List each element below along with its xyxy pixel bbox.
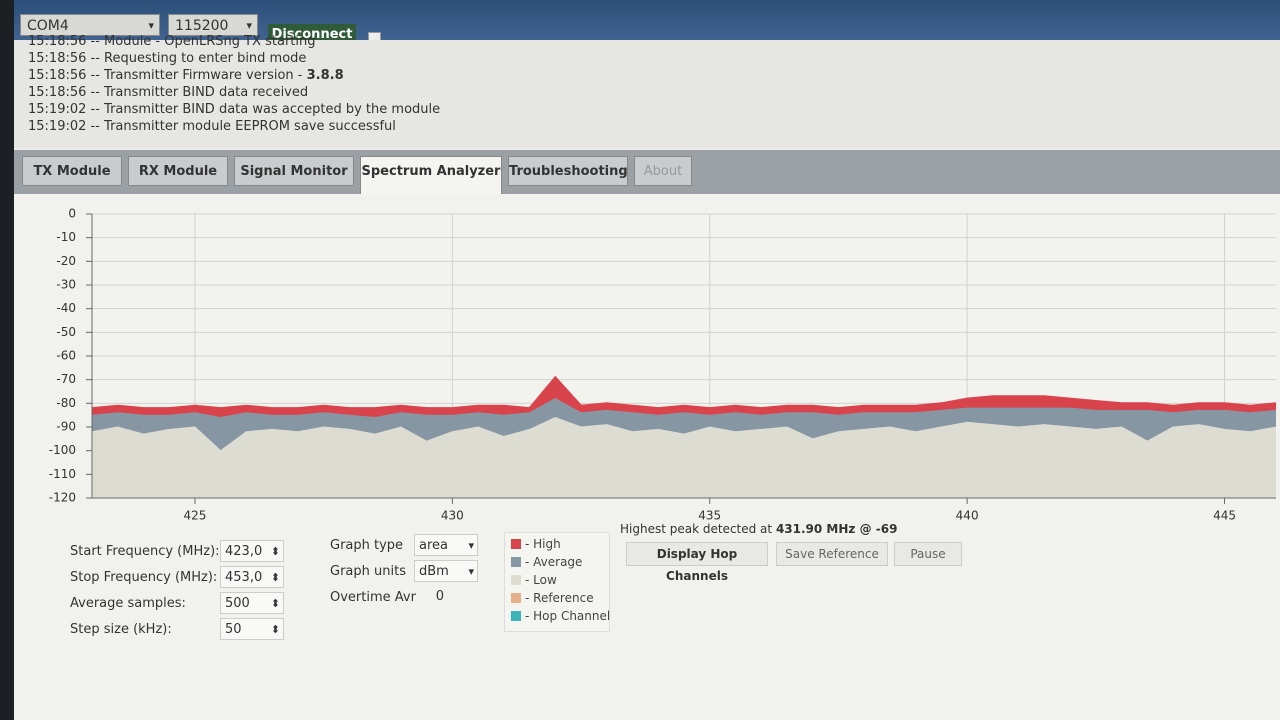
legend-swatch (511, 557, 521, 567)
action-button[interactable]: Pause (894, 542, 962, 566)
log-text: 15:19:02 -- Transmitter module EEPROM sa… (28, 119, 396, 134)
log-line: 15:18:56 -- Transmitter BIND data receiv… (28, 85, 308, 100)
legend-entry: - Hop Channel (511, 609, 610, 623)
x-tick-label: 440 (956, 509, 979, 521)
log-text: 15:18:56 -- Requesting to enter bind mod… (28, 51, 307, 66)
y-tick-label: -50 (56, 325, 76, 339)
y-tick-label: -90 (56, 420, 76, 434)
action-button[interactable]: Save Reference (776, 542, 888, 566)
spectrum-panel: 0 -10 -20 -30 -40 -50 -60 -70 -80 -90 -100 -110 -120… (14, 194, 1280, 720)
y-tick-label: -40 (56, 301, 76, 315)
option-label: Graph type (330, 538, 404, 553)
area-line (91, 375, 1277, 410)
tab[interactable]: Signal Monitor (234, 156, 354, 186)
tab-bar: TX Module RX Module Signal Monitor Spectrum… (14, 150, 1280, 194)
legend-label: - Low (525, 573, 557, 587)
tab[interactable]: Troubleshooting (508, 156, 628, 186)
legend-label: - High (525, 537, 561, 551)
log-bold: 3.8.8 (306, 68, 344, 83)
log-line: 15:18:56 -- Transmitter Firmware version… (28, 68, 344, 83)
log-line: 15:19:02 -- Transmitter module EEPROM sa… (28, 119, 396, 134)
tab[interactable]: Spectrum Analyzer (360, 156, 502, 194)
log-line: 15:18:56 -- Requesting to enter bind mod… (28, 51, 306, 66)
x-tick-label: 430 (441, 509, 464, 521)
log-text: 15:18:56 -- Transmitter Firmware version… (28, 68, 307, 83)
baud-select[interactable]: 115200 (168, 14, 258, 37)
legend-entry: - Low (511, 573, 557, 587)
option-label: Graph units (330, 564, 406, 579)
log-text: 15:18:56 -- Transmitter BIND data receiv… (28, 85, 309, 100)
area-line (91, 398, 1277, 419)
legend-entry: - Reference (511, 591, 594, 605)
x-tick-label: 445 (1213, 509, 1236, 521)
setting-label: Step size (kHz): (70, 622, 172, 637)
y-tick-label: -60 (56, 349, 76, 363)
peak-info: Highest peak detected at 431.90 MHz @ -6… (620, 522, 897, 536)
log-text: 15:18:56 -- Module - OpenLRSng TX starti… (28, 34, 316, 49)
legend: - High - Average - Low - Reference - Hop Cha… (504, 532, 610, 632)
log-panel: 15:18:56 -- Module - OpenLRSng TX starti… (14, 34, 1280, 148)
setting-input[interactable]: 453,0 (220, 566, 284, 589)
y-tick-label: -70 (56, 372, 76, 386)
action-button[interactable]: Display Hop Channels (626, 542, 768, 583)
x-tick-label: 425 (184, 509, 207, 521)
setting-input[interactable]: 500 (220, 592, 284, 615)
y-tick-label: -20 (56, 254, 76, 268)
area-line (91, 416, 1277, 452)
setting-input[interactable]: 423,0 (220, 540, 284, 563)
option-label: Overtime Avr (330, 590, 416, 605)
x-tick-label: 435 (698, 509, 721, 521)
y-tick-label: -30 (56, 278, 76, 292)
y-tick-label: -80 (56, 396, 76, 410)
legend-label: - Reference (525, 591, 594, 605)
legend-label: - Hop Channel (525, 609, 611, 623)
spectrum-chart: 0 -10 -20 -30 -40 -50 -60 -70 -80 -90 -100 -110 -120… (49, 207, 1277, 521)
log-line: 15:18:56 -- Module - OpenLRSng TX starti… (28, 34, 316, 49)
option-input[interactable]: area (414, 534, 478, 557)
app: COM4 115200 Disconnect 15:18:56 -- Modul… (14, 0, 1280, 720)
setting-label: Stop Frequency (MHz): (70, 570, 218, 585)
legend-label: - Average (525, 555, 583, 569)
log-text: 15:19:02 -- Transmitter BIND data was ac… (28, 102, 441, 117)
option-input[interactable]: dBm (414, 560, 478, 583)
y-tick-label: -120 (49, 491, 76, 505)
peak-value: 431.90 MHz @ -69 (775, 522, 898, 536)
setting-input[interactable]: 50 (220, 618, 284, 641)
legend-entry: - High (511, 537, 561, 551)
legend-swatch (511, 593, 521, 603)
y-tick-label: 0 (68, 207, 76, 221)
log-line: 15:19:02 -- Transmitter BIND data was ac… (28, 102, 440, 117)
setting-label: Average samples: (70, 596, 186, 611)
setting-label: Start Frequency (MHz): (70, 544, 220, 559)
port-select[interactable]: COM4 (20, 14, 160, 37)
top-bar: COM4 115200 (14, 0, 1280, 40)
legend-swatch (511, 611, 521, 621)
y-tick-label: -110 (49, 467, 76, 481)
area-fill (92, 417, 1276, 498)
tab[interactable]: About (634, 156, 692, 186)
tab[interactable]: TX Module (22, 156, 122, 186)
legend-entry: - Average (511, 555, 582, 569)
legend-swatch (511, 575, 521, 585)
option-input[interactable]: 0 (435, 589, 444, 604)
peak-text: Highest peak detected at (620, 522, 776, 536)
y-tick-label: -10 (56, 230, 76, 244)
y-tick-label: -100 (49, 443, 76, 457)
legend-swatch (511, 539, 521, 549)
tab[interactable]: RX Module (128, 156, 228, 186)
